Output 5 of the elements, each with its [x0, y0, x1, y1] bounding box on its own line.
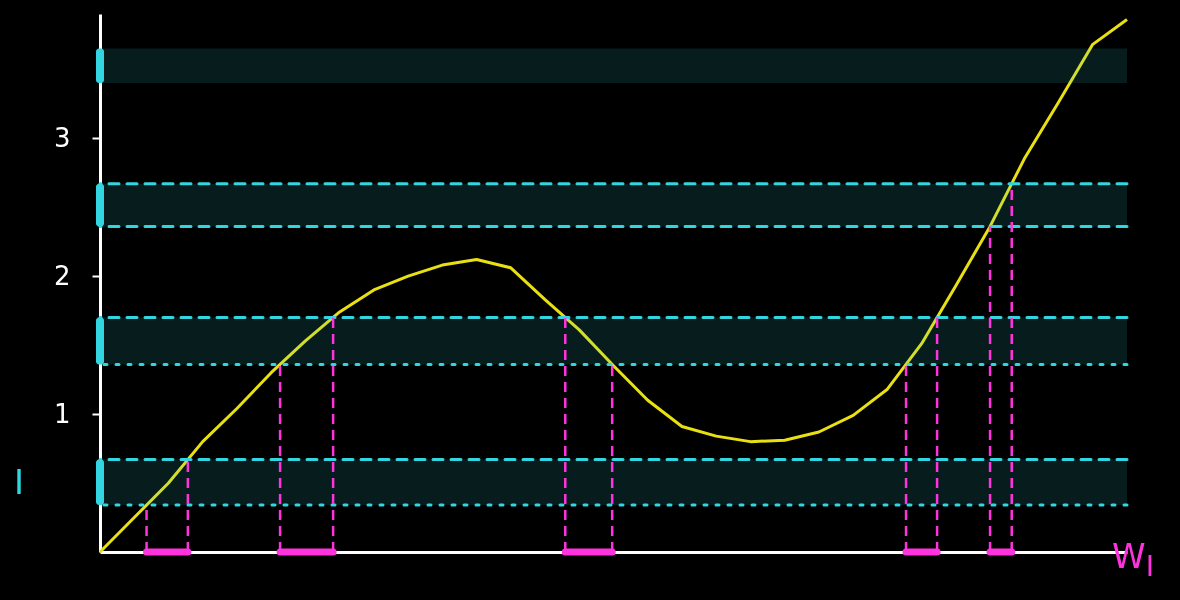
y-axis-title: I — [14, 462, 25, 502]
x-axis-title: W$_{I}$ — [1112, 536, 1154, 583]
y-tick-label: 3 — [53, 122, 71, 153]
y-tick-label: 1 — [53, 398, 71, 429]
y-tick-label: 2 — [53, 260, 71, 291]
